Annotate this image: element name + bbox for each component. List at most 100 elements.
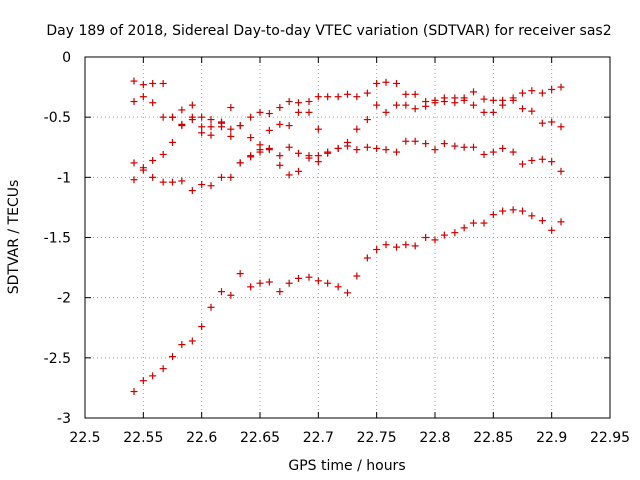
x-tick-label: 22.65 (240, 430, 280, 446)
data-point-marker (188, 187, 196, 195)
data-point-marker (499, 207, 507, 215)
data-point-marker (130, 98, 138, 106)
data-point-marker (451, 142, 459, 150)
data-point-marker (265, 110, 273, 118)
data-point-marker (285, 279, 293, 287)
data-point-marker (353, 146, 361, 154)
data-point-marker (178, 120, 186, 128)
data-point-marker (411, 105, 419, 113)
data-point-marker (295, 108, 302, 116)
data-point-marker (431, 146, 439, 154)
data-point-marker (324, 93, 332, 101)
data-point-marker (557, 123, 565, 131)
y-tick-label: 0 (62, 50, 71, 66)
y-tick-label: -2 (57, 291, 71, 307)
data-point-marker (159, 79, 167, 87)
data-point-marker (324, 279, 332, 287)
data-point-marker (538, 155, 546, 163)
data-point-marker (480, 108, 488, 116)
data-point-marker (422, 102, 430, 110)
data-point-marker (528, 156, 536, 164)
data-point-marker (198, 323, 206, 331)
data-point-marker (256, 148, 264, 156)
series-track-4 (130, 146, 322, 195)
data-point-marker (247, 134, 255, 142)
y-tick-label: -1.5 (44, 231, 71, 247)
data-point-marker (198, 123, 206, 131)
data-point-marker (149, 372, 157, 380)
data-point-marker (528, 212, 536, 220)
data-point-marker (295, 149, 302, 157)
data-point-marker (557, 83, 565, 91)
data-point-marker (548, 85, 556, 93)
x-tick-label: 22.5 (69, 430, 100, 446)
data-point-marker (451, 229, 459, 237)
data-point-marker (305, 273, 313, 281)
data-point-marker (276, 161, 284, 169)
x-tick-label: 22.7 (303, 430, 334, 446)
data-point-marker (139, 93, 147, 101)
data-point-marker (470, 219, 477, 227)
data-point-marker (276, 104, 284, 112)
data-point-marker (218, 173, 225, 181)
x-tick-label: 22.85 (473, 430, 513, 446)
y-tick-label: -2.5 (44, 351, 71, 367)
data-point-marker (509, 148, 517, 156)
y-axis-label: SDTVAR / TECUs (6, 180, 22, 295)
data-point-marker (519, 105, 526, 113)
data-point-marker (431, 99, 439, 107)
data-point-marker (159, 178, 167, 186)
data-point-marker (393, 148, 400, 156)
data-point-marker (411, 137, 419, 145)
y-tick-label: -3 (57, 411, 71, 427)
data-point-marker (169, 353, 176, 361)
data-point-marker (324, 148, 332, 156)
data-point-marker (130, 388, 138, 396)
y-tick-label: -1 (57, 170, 71, 186)
data-point-marker (382, 146, 390, 154)
data-point-marker (382, 108, 390, 116)
data-point-marker (227, 173, 235, 181)
x-tick-labels: 22.5 22.55 22.6 22.65 22.7 22.75 22.8 22.85 22.9… (69, 430, 630, 446)
data-point-marker (489, 108, 497, 116)
data-point-marker (130, 176, 138, 184)
data-point-marker (188, 101, 196, 109)
data-point-marker (440, 98, 448, 106)
data-point-marker (422, 234, 430, 241)
axis-ticks (84, 56, 611, 419)
data-point-marker (402, 101, 410, 109)
data-point-marker (178, 341, 186, 349)
x-tick-label: 22.9 (536, 430, 567, 446)
data-point-marker (227, 125, 235, 133)
data-point-marker (139, 166, 147, 174)
data-point-marker (470, 101, 477, 109)
data-point-marker (509, 206, 517, 214)
data-point-marker (393, 79, 400, 87)
data-point-marker (256, 279, 264, 287)
data-point-marker (256, 141, 264, 149)
y-tick-label: -0.5 (44, 110, 71, 126)
data-point-marker (460, 224, 468, 232)
data-point-marker (363, 89, 371, 97)
data-point-marker (295, 274, 302, 282)
data-point-marker (422, 140, 430, 148)
data-point-marker (149, 79, 157, 87)
data-point-marker (227, 104, 235, 112)
data-point-marker (334, 283, 342, 291)
data-point-marker (159, 150, 167, 158)
data-point-marker (130, 77, 138, 85)
chart-title: Day 189 of 2018, Sidereal Day-to-day VTE… (46, 23, 611, 39)
data-point-marker (538, 119, 546, 127)
data-point-marker (411, 90, 419, 98)
x-axis-label: GPS time / hours (288, 458, 405, 474)
data-point-marker (344, 142, 351, 150)
data-point-marker (470, 88, 477, 96)
data-point-marker (538, 217, 546, 225)
data-point-marker (373, 144, 381, 152)
data-point-marker (528, 107, 536, 115)
data-point-marker (265, 146, 273, 154)
series-track-3 (130, 116, 565, 175)
data-point-marker (285, 143, 293, 151)
data-point-marker (314, 152, 322, 160)
